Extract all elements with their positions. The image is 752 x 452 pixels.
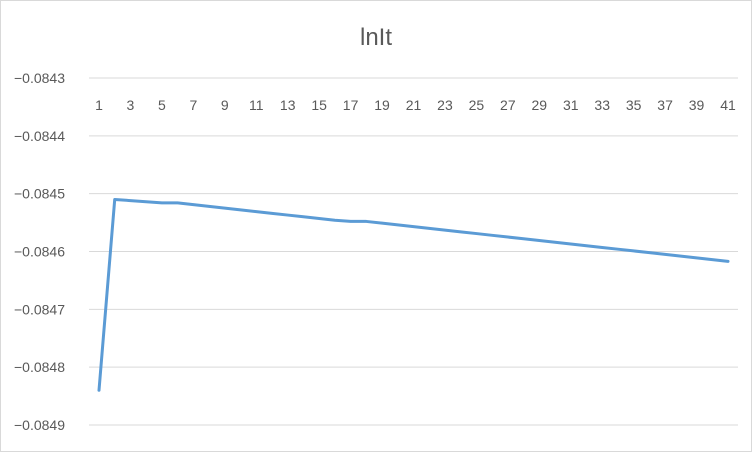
x-tick-label: 11 <box>249 97 264 113</box>
x-tick-label: 41 <box>720 97 736 113</box>
x-tick-label: 17 <box>343 97 359 113</box>
x-tick-label: 23 <box>437 97 453 113</box>
chart-title: lnIt <box>360 24 392 51</box>
x-tick-label: 13 <box>280 97 296 113</box>
x-tick-label: 37 <box>657 97 673 113</box>
series-layer <box>97 197 730 392</box>
x-tick-label: 33 <box>594 97 610 113</box>
x-tick-label: 35 <box>626 97 642 113</box>
x-tick-label: 3 <box>127 97 135 113</box>
y-tick-label: −0.0844 <box>14 128 65 144</box>
y-tick-label: −0.0843 <box>14 70 65 86</box>
x-tick-label: 25 <box>469 97 485 113</box>
x-tick-label: 1 <box>95 97 103 113</box>
y-tick-label: −0.0849 <box>14 417 65 433</box>
x-tick-label: 19 <box>374 97 390 113</box>
x-tick-label: 27 <box>500 97 516 113</box>
y-tick-label: −0.0847 <box>14 301 65 317</box>
x-tick-label: 9 <box>221 97 229 113</box>
x-tick-label: 31 <box>563 97 579 113</box>
x-tick-label: 21 <box>406 97 422 113</box>
x-tick-label: 29 <box>532 97 548 113</box>
x-tick-label: 5 <box>158 97 166 113</box>
y-tick-label: −0.0848 <box>14 359 65 375</box>
x-tick-label: 39 <box>689 97 705 113</box>
x-tick-label: 7 <box>189 97 197 113</box>
x-axis-tick-labels: 1 3 5 7 9 11 13 15 17 19 21 23 25 27 29 31 33 35 37 39 41 <box>95 97 736 113</box>
y-axis-tick-labels: −0.0843 −0.0844 −0.0845 −0.0846 −0.0847 −0.08… <box>14 70 65 433</box>
y-tick-label: −0.0846 <box>14 244 65 260</box>
series-line <box>97 197 730 392</box>
x-tick-label: 15 <box>311 97 327 113</box>
y-tick-label: −0.0845 <box>14 186 65 202</box>
gridlines <box>89 77 738 426</box>
